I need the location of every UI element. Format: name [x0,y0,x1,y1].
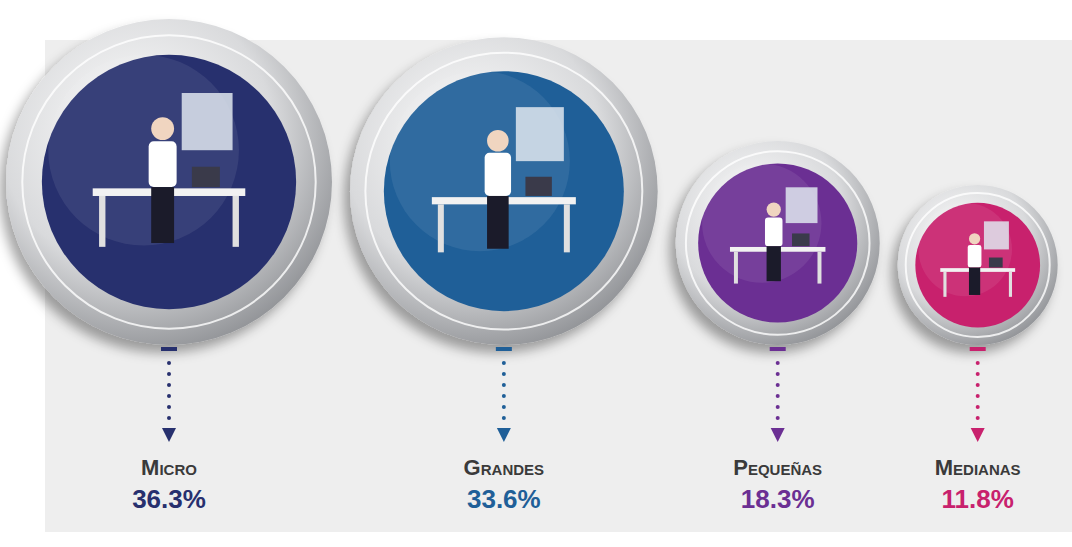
icon-head [151,117,174,140]
ring-highlight [365,53,642,330]
connector-dot [167,372,171,376]
bubble [898,185,1058,345]
icon-window [984,221,1009,249]
icon-head [487,130,509,152]
inner-highlight [390,71,570,251]
icon-body [149,141,177,187]
connector-tab [161,347,177,351]
connector-tab [770,347,786,351]
connector-dot [167,405,171,409]
icon-body [485,153,511,196]
bubble-inner [698,163,857,322]
inner-highlight [48,55,239,246]
connector-dot [976,416,980,420]
connector-dot [502,383,506,387]
connector-dot [502,394,506,398]
connector-arrow [497,428,511,442]
icon-desk-leg [438,204,444,252]
inner-highlight [702,163,821,282]
connector-tab [496,347,512,351]
connector-dot [976,394,980,398]
connector-arrow [162,428,176,442]
icon-laptop [792,233,810,246]
bubble-inner [384,71,624,311]
connector-tab [970,347,986,351]
icon-desk-leg [564,204,570,252]
bubble [676,141,880,345]
connector-dot [502,405,506,409]
connector-dot [167,394,171,398]
connector-dot [976,372,980,376]
connector-dot [976,361,980,365]
connector-dot [976,383,980,387]
connector-dot [776,372,780,376]
icon-legs [487,196,509,249]
value-label: 33.6% [467,484,541,514]
value-label: 36.3% [132,484,206,514]
icon-desk-leg [734,252,738,284]
category-label: Grandes [464,455,544,480]
icon-laptop [989,258,1003,268]
bubble-group [898,185,1058,345]
bubble [350,37,658,345]
icon-desk-leg [233,196,239,247]
bubble-inner [42,55,296,309]
chart: Micro 36.3% Grandes 33.6% Pequeñas 18.3% Media… [0,0,1072,547]
connector-arrow [971,428,985,442]
icon-body [968,245,982,267]
icon-legs [969,268,980,295]
connector-dot [776,383,780,387]
bubble [6,19,332,345]
bubble-group [676,141,880,345]
connector-dot [167,383,171,387]
ring-highlight [686,151,870,335]
icon-window [182,93,233,150]
icon-laptop [525,177,551,196]
icon-body [765,218,783,247]
connector-dot [776,361,780,365]
icon-head [969,233,980,244]
category-label: Medianas [935,455,1021,480]
icon-window [786,187,818,223]
bubble-group [350,37,658,345]
ring-highlight [906,193,1050,337]
connector-arrow [771,428,785,442]
connector-dot [167,361,171,365]
icon-laptop [192,167,220,187]
icon-window [516,107,564,161]
icon-head [767,202,781,216]
connector-dot [502,361,506,365]
connector-dot [976,405,980,409]
icon-legs [767,246,781,281]
icon-desk-leg [1009,272,1012,297]
connector-dot [776,405,780,409]
category-label: Micro [141,455,197,480]
connector-dot [167,416,171,420]
icon-desk-leg [817,252,821,284]
icon-legs [151,187,174,243]
value-label: 11.8% [942,484,1014,514]
inner-highlight [918,203,1012,297]
value-label: 18.3% [741,484,815,514]
connector-dot [776,416,780,420]
icon-desk-leg [99,196,105,247]
bubble-group [6,19,332,345]
category-label: Pequeñas [733,455,822,480]
connector-dot [502,416,506,420]
icon-desk-leg [943,272,946,297]
ring-highlight [22,35,315,328]
bubble-inner [915,203,1040,328]
connector-dot [776,394,780,398]
connector-dot [502,372,506,376]
